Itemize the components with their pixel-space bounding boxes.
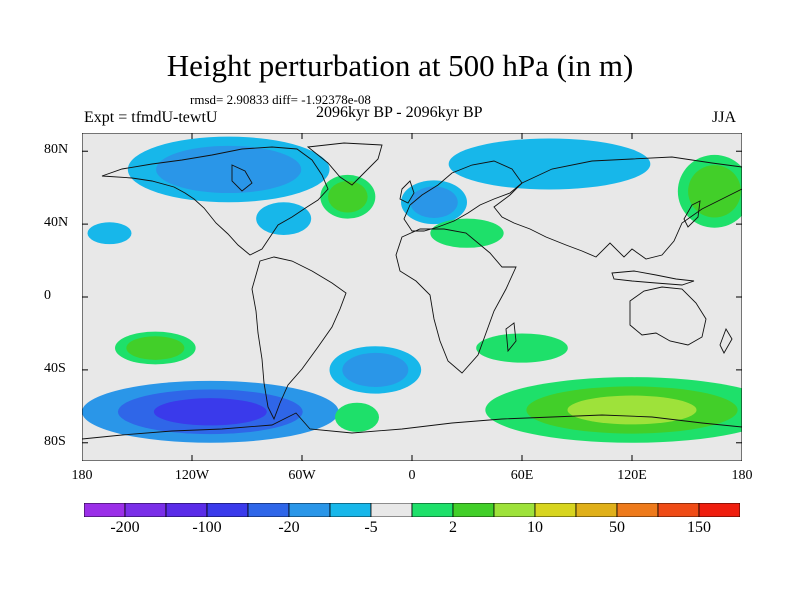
- axis-ticks: [82, 133, 742, 461]
- colorbar-box: [206, 503, 249, 517]
- lon-tick-label: 120W: [174, 468, 210, 483]
- colorbar-label: 50: [609, 519, 625, 536]
- anomaly-north-atlantic-low-level-0: [256, 202, 312, 236]
- anomaly-central-asia-high-level-0: [430, 218, 504, 248]
- antarctica-coast: [82, 412, 742, 440]
- britain-coast: [399, 180, 415, 204]
- madagascar-coast: [505, 322, 517, 353]
- colorbar-label: -5: [364, 519, 378, 536]
- anomaly-south-atlantic-high-level-0: [335, 402, 379, 432]
- lon-tick-label: 60E: [510, 468, 534, 483]
- north-america-coast: [101, 146, 329, 256]
- colorbar-box: [370, 503, 413, 517]
- colorbar-label: -20: [278, 519, 300, 536]
- anomaly-south-pacific-low-level-2: [153, 398, 267, 426]
- lat-tick-label: 40N: [44, 215, 69, 231]
- lat-tick-label: 80N: [44, 142, 69, 158]
- colorbar-box: [452, 503, 495, 517]
- europe-coast: [403, 160, 523, 232]
- japan-coast: [683, 200, 701, 228]
- greenland-coast: [306, 142, 383, 186]
- colorbar-box: [124, 503, 167, 517]
- colorbar-box: [616, 503, 659, 517]
- lon-tick-label: 60W: [288, 468, 316, 483]
- lat-tick-label: 0: [44, 288, 51, 303]
- colorbar-box: [575, 503, 618, 517]
- lon-tick-label: 180: [731, 468, 753, 483]
- colorbar-label: 150: [687, 519, 711, 536]
- anomaly-north-pacific-high-level-1: [688, 165, 741, 218]
- anomaly-greenland-high-level-1: [328, 181, 368, 213]
- anomaly-europe-low-level-1: [410, 186, 458, 218]
- anomaly-arctic-low-level-1: [156, 145, 302, 194]
- colorbar-label: 2: [449, 519, 457, 536]
- new-zealand-coast: [719, 327, 733, 354]
- colorbar-label: -200: [110, 519, 140, 536]
- world-map: [82, 133, 742, 461]
- lon-tick-label: 120E: [617, 468, 647, 483]
- anomaly-south-africa-high-level-0: [476, 333, 568, 363]
- asia-coast: [493, 156, 742, 260]
- season-label: JJA: [712, 109, 737, 126]
- lat-tick-label: 40S: [44, 360, 66, 376]
- coastlines: [82, 142, 742, 440]
- anomaly-south-indian-ocean-high-level-2: [567, 395, 697, 425]
- colorbar-box: [411, 503, 454, 517]
- colorbar: [84, 503, 740, 517]
- anomaly-east-pacific-low-level-0: [87, 222, 132, 245]
- australia-coast: [629, 286, 707, 346]
- lon-tick-label: 180: [71, 468, 93, 483]
- lon-tick-label: 0: [408, 468, 416, 483]
- map-title: Height perturbation at 500 hPa (in m): [166, 48, 634, 83]
- colorbar-box: [165, 503, 208, 517]
- anomaly-layer: [82, 136, 742, 443]
- colorbar-box: [534, 503, 577, 517]
- lat-tick-label: 80S: [44, 433, 66, 449]
- colorbar-box: [247, 503, 290, 517]
- africa-coast: [395, 228, 517, 374]
- anomaly-north-asia-low-level-0: [448, 138, 651, 190]
- colorbar-box: [84, 503, 126, 517]
- indonesia-coast: [611, 270, 695, 286]
- stats-label: rmsd= 2.90833 diff= -1.92378e-08: [190, 92, 371, 107]
- colorbar-box: [698, 503, 740, 517]
- colorbar-box: [288, 503, 331, 517]
- experiment-label: Expt = tfmdU-tewtU: [84, 109, 218, 126]
- south-america-coast: [251, 256, 347, 421]
- colorbar-label: 10: [527, 519, 543, 536]
- hudson-bay-coast: [231, 164, 253, 192]
- colorbar-box: [493, 503, 536, 517]
- colorbar-box: [329, 503, 372, 517]
- period-label: 2096kyr BP - 2096kyr BP: [316, 104, 483, 121]
- anomaly-southeast-pacific-high-level-1: [126, 336, 185, 360]
- colorbar-box: [657, 503, 700, 517]
- anomaly-south-atlantic-low-level-1: [342, 352, 409, 387]
- colorbar-label: -100: [192, 519, 222, 536]
